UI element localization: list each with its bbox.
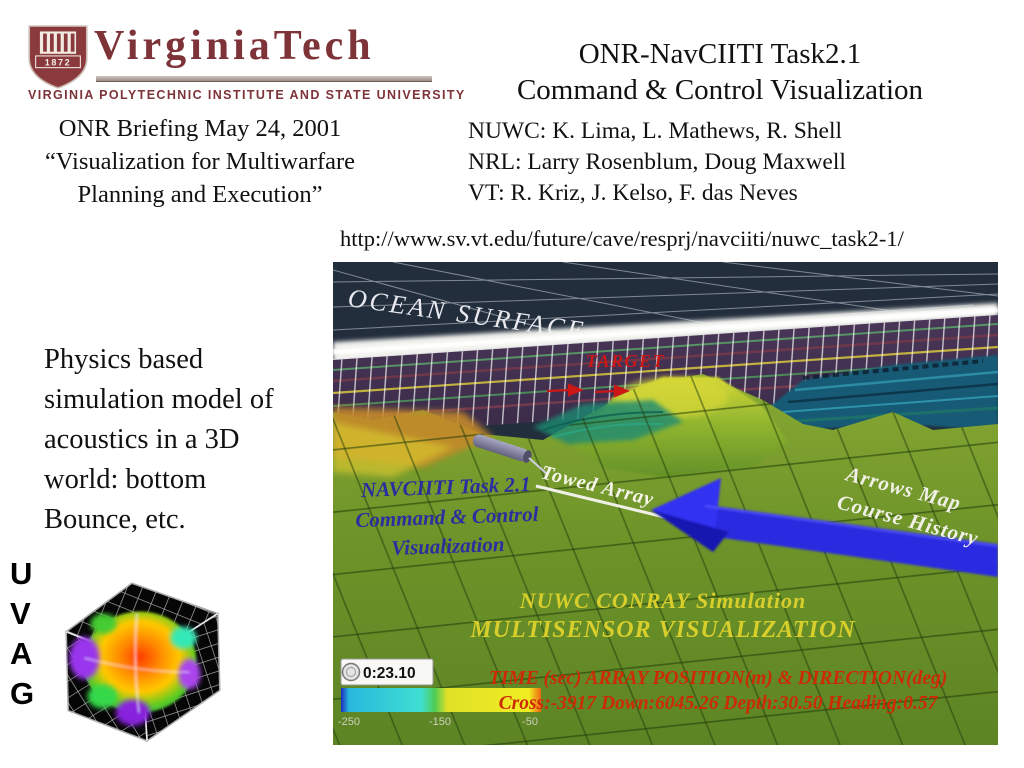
sim-title-line1: NUWC CONRAY Simulation	[519, 588, 806, 613]
ocean-surface-band	[332, 303, 999, 363]
navciiti-line3: Visualization	[391, 532, 505, 560]
virginiatech-logo: 1872 VirginiaTech VIRGINIA POLYTECHNIC I…	[24, 22, 466, 110]
briefing-quote2: Planning and Execution”	[77, 181, 323, 208]
clock-icon	[341, 662, 361, 682]
title-line2: Command & Control Visualization	[516, 74, 924, 106]
colorbar-tick-2: -150	[429, 716, 451, 728]
rainbow-blob	[69, 611, 201, 726]
colorbar: -250 -150 -50	[338, 688, 541, 728]
uvag-letter-v: V	[10, 596, 31, 631]
uvag-cube-image	[46, 560, 238, 754]
navciiti-caption: NAVCIITI Task 2.1 Command & Control Visu…	[355, 472, 539, 560]
credit-nuwc: NUWC: K. Lima, L. Mathews, R. Shell	[468, 118, 843, 144]
slide-title: ONR-NavCIITI Task2.1 Command & Control V…	[440, 36, 1000, 108]
credit-nrl: NRL: Larry Rosenblum, Doug Maxwell	[468, 149, 846, 175]
uvag-label: U V A G	[10, 554, 34, 714]
sim-title: NUWC CONRAY Simulation MULTISENSOR VISUA…	[469, 588, 856, 643]
target-arrows-icon	[546, 383, 630, 398]
timer-value: 0:23.10	[363, 665, 416, 682]
status-line1: TIME (sec) ARRAY POSITION(m) & DIRECTION…	[489, 668, 947, 689]
colorbar-tick-3: -50	[522, 716, 538, 728]
timer-widget: 0:23.10	[340, 658, 434, 686]
sim-title-line2: MULTISENSOR VISUALIZATION	[469, 617, 856, 643]
vt-brand-name: VirginiaTech	[94, 23, 375, 69]
vt-underline-bar	[96, 76, 432, 82]
title-line1: ONR-NavCIITI Task2.1	[578, 38, 862, 70]
colorbar-tick-1: -250	[338, 716, 360, 728]
course-history-arrow	[651, 478, 999, 577]
briefing-quote1: “Visualization for Multiwarfare	[44, 148, 356, 175]
briefing-date: ONR Briefing May 24, 2001	[58, 115, 342, 142]
briefing-info: ONR Briefing May 24, 2001 “Visualization…	[10, 112, 390, 211]
uvag-letter-g: G	[10, 676, 35, 711]
target-marker: TARGET	[546, 351, 665, 398]
shield-year: 1872	[45, 58, 71, 68]
navciiti-line1: NAVCIITI Task 2.1	[360, 472, 532, 502]
credits: NUWC: K. Lima, L. Mathews, R. Shell NRL:…	[468, 116, 1008, 209]
description-text: Physics based simulation model of acoust…	[44, 344, 274, 535]
sonar-curtain	[332, 315, 999, 436]
uvag-letter-a: A	[10, 636, 33, 671]
target-label: TARGET	[586, 351, 665, 371]
status-line2: Cross:-3917 Down:6045.26 Depth:30.50 Hea…	[499, 693, 939, 714]
vt-shield-icon: 1872	[28, 25, 88, 89]
uvag-letter-u: U	[10, 556, 33, 591]
simulation-image: OCEAN SURFACE	[332, 261, 999, 745]
credit-vt: VT: R. Kriz, J. Kelso, F. das Neves	[468, 180, 798, 206]
project-url: http://www.sv.vt.edu/future/cave/resprj/…	[340, 226, 904, 251]
status-readout: TIME (sec) ARRAY POSITION(m) & DIRECTION…	[489, 668, 947, 714]
vt-university-name: VIRGINIA POLYTECHNIC INSTITUTE AND STATE…	[28, 88, 466, 102]
